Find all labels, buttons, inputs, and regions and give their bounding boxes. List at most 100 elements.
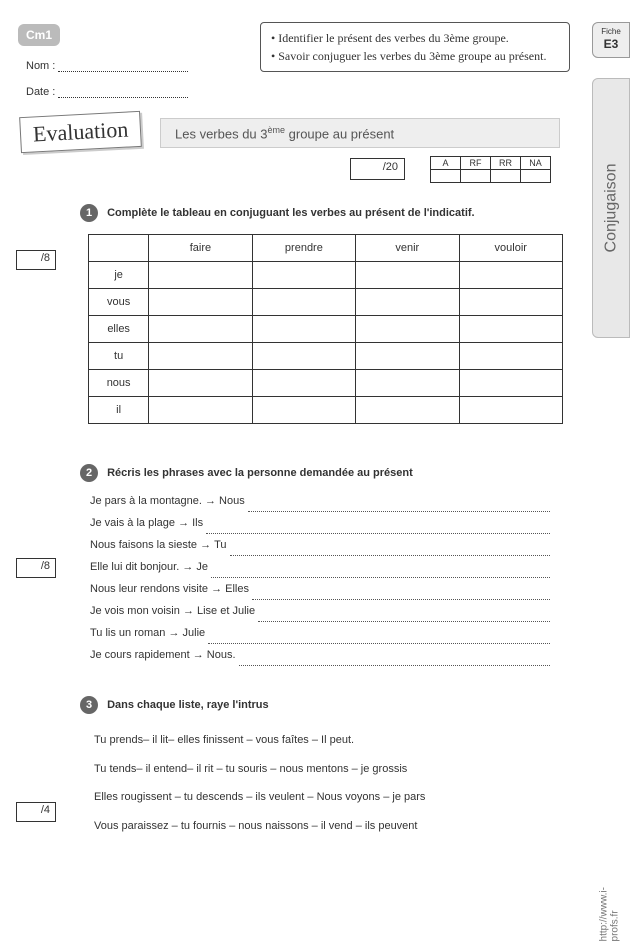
answer-blank[interactable]: [230, 546, 550, 556]
answer-cell[interactable]: [252, 370, 355, 397]
answer-cell[interactable]: [356, 370, 459, 397]
target-pronoun: Elles: [225, 583, 252, 595]
target-pronoun: Nous: [219, 495, 248, 507]
points-box-q2[interactable]: /8: [16, 558, 56, 578]
arrow-icon: →: [178, 517, 192, 529]
source-url: http://www.i-profs.fr: [598, 887, 620, 941]
arrow-icon: →: [193, 649, 207, 661]
sentence-row: Je vois mon voisin → Lise et Julie: [90, 600, 560, 622]
arrow-icon: →: [200, 539, 214, 551]
answer-blank[interactable]: [208, 634, 550, 644]
grade-header: RF: [461, 157, 491, 170]
answer-cell[interactable]: [356, 262, 459, 289]
fiche-tab: Fiche E3: [592, 22, 630, 58]
name-field: Nom :: [26, 60, 188, 72]
answer-cell[interactable]: [149, 370, 252, 397]
answer-cell[interactable]: [459, 370, 562, 397]
pronoun-cell: je: [89, 262, 149, 289]
answer-cell[interactable]: [356, 343, 459, 370]
grade-table: A RF RR NA: [430, 156, 551, 183]
exercise-3-lines: Tu prends– il lit– elles finissent – vou…: [94, 726, 554, 840]
answer-cell[interactable]: [459, 397, 562, 424]
arrow-icon: →: [205, 495, 219, 507]
answer-cell[interactable]: [356, 397, 459, 424]
answer-cell[interactable]: [459, 289, 562, 316]
answer-blank[interactable]: [258, 612, 550, 622]
answer-cell[interactable]: [459, 316, 562, 343]
answer-blank[interactable]: [252, 590, 550, 600]
grade-header: NA: [521, 157, 551, 170]
answer-blank[interactable]: [239, 656, 550, 666]
target-pronoun: Ils: [192, 517, 206, 529]
grade-cell[interactable]: [461, 170, 491, 183]
sentence-row: Je cours rapidement → Nous.: [90, 644, 560, 666]
list-line[interactable]: Elles rougissent – tu descends – ils veu…: [94, 783, 554, 812]
answer-cell[interactable]: [459, 343, 562, 370]
answer-cell[interactable]: [149, 289, 252, 316]
name-blank[interactable]: [58, 62, 188, 72]
table-corner: [89, 235, 149, 262]
arrow-icon: →: [183, 605, 197, 617]
answer-cell[interactable]: [252, 289, 355, 316]
subject-band: Conjugaison: [592, 78, 630, 338]
sentence-row: Nous leur rendons visite → Elles: [90, 578, 560, 600]
points-box-q1[interactable]: /8: [16, 250, 56, 270]
sentence-text: Je vois mon voisin: [90, 605, 183, 617]
date-label: Date :: [26, 86, 55, 98]
list-line[interactable]: Tu tends– il entend– il rit – tu souris …: [94, 755, 554, 784]
pronoun-cell: il: [89, 397, 149, 424]
answer-cell[interactable]: [252, 343, 355, 370]
date-field: Date :: [26, 86, 188, 98]
sentence-text: Je cours rapidement: [90, 649, 193, 661]
answer-blank[interactable]: [248, 502, 550, 512]
pronoun-cell: vous: [89, 289, 149, 316]
points-box-q3[interactable]: /4: [16, 802, 56, 822]
exercise-2-lines: Je pars à la montagne. → Nous Je vais à …: [90, 490, 560, 666]
list-line[interactable]: Tu prends– il lit– elles finissent – vou…: [94, 726, 554, 755]
evaluation-label: Evaluation: [19, 111, 142, 153]
target-pronoun: Nous.: [207, 649, 239, 661]
sentence-row: Nous faisons la sieste → Tu: [90, 534, 560, 556]
question-number: 1: [80, 204, 98, 222]
grade-cell[interactable]: [521, 170, 551, 183]
answer-blank[interactable]: [206, 524, 550, 534]
answer-cell[interactable]: [149, 262, 252, 289]
subject-label: Conjugaison: [602, 164, 620, 253]
answer-cell[interactable]: [356, 316, 459, 343]
total-score-box[interactable]: /20: [350, 158, 405, 180]
question-1: 1 Complète le tableau en conjuguant les …: [80, 204, 475, 222]
target-pronoun: Tu: [214, 539, 230, 551]
sentence-row: Je vais à la plage → Ils: [90, 512, 560, 534]
answer-cell[interactable]: [252, 397, 355, 424]
pronoun-cell: tu: [89, 343, 149, 370]
conjugation-table: faire prendre venir vouloir je vous elle…: [88, 234, 563, 424]
question-title: Complète le tableau en conjuguant les ve…: [107, 207, 475, 219]
answer-cell[interactable]: [459, 262, 562, 289]
verb-header: faire: [149, 235, 252, 262]
answer-cell[interactable]: [252, 262, 355, 289]
level-badge: Cm1: [18, 24, 60, 46]
answer-blank[interactable]: [211, 568, 550, 578]
sentence-text: Je pars à la montagne.: [90, 495, 205, 507]
sentence-text: Nous leur rendons visite: [90, 583, 211, 595]
fiche-code: E3: [595, 37, 627, 53]
verb-header: vouloir: [459, 235, 562, 262]
grade-header: RR: [491, 157, 521, 170]
fiche-label: Fiche: [595, 27, 627, 37]
grade-cell[interactable]: [491, 170, 521, 183]
target-pronoun: Lise et Julie: [197, 605, 258, 617]
sentence-text: Je vais à la plage: [90, 517, 178, 529]
date-blank[interactable]: [58, 88, 188, 98]
list-line[interactable]: Vous paraissez – tu fournis – nous naiss…: [94, 812, 554, 841]
answer-cell[interactable]: [252, 316, 355, 343]
answer-cell[interactable]: [356, 289, 459, 316]
grade-header: A: [431, 157, 461, 170]
target-pronoun: Julie: [183, 627, 209, 639]
grade-cell[interactable]: [431, 170, 461, 183]
answer-cell[interactable]: [149, 316, 252, 343]
worksheet-title: Les verbes du 3ème groupe au présent: [160, 118, 560, 148]
answer-cell[interactable]: [149, 343, 252, 370]
answer-cell[interactable]: [149, 397, 252, 424]
sentence-row: Tu lis un roman → Julie: [90, 622, 560, 644]
sentence-text: Nous faisons la sieste: [90, 539, 200, 551]
